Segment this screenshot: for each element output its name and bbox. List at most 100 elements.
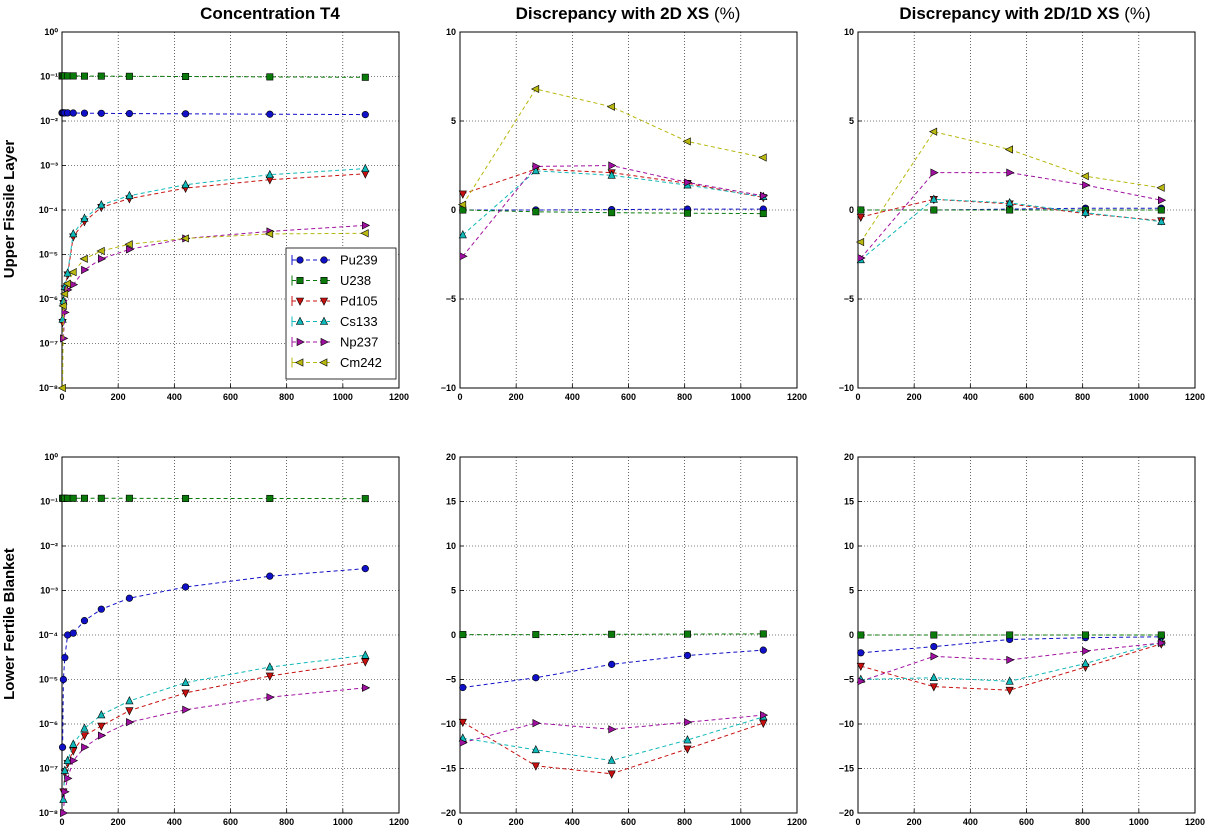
panel-upper-concentration: 0 200 400 600 800 1000 1200 10⁻⁸ 10⁻⁷ 10⁻⁶ 10⁻⁵ 10⁻… bbox=[39, 27, 409, 402]
data-point-pd105 bbox=[458, 718, 467, 728]
data-point-cs133 bbox=[80, 213, 89, 222]
data-point-u238 bbox=[857, 631, 865, 639]
data-point-cm242 bbox=[57, 383, 66, 393]
legend-marker-u238 bbox=[320, 276, 328, 284]
series-line-pd105 bbox=[860, 643, 1162, 691]
column-title-2d-unit: (%) bbox=[713, 4, 741, 23]
data-point-np237 bbox=[759, 191, 769, 200]
panel-upper-2d: 0 200 400 600 800 1000 1200 −10 −5 0 5 10 bbox=[441, 27, 807, 402]
x-tick-label: 800 bbox=[279, 817, 294, 827]
data-point-np237 bbox=[1082, 180, 1091, 190]
x-tick-label: 1000 bbox=[333, 392, 353, 402]
data-point-cs133 bbox=[265, 169, 274, 179]
data-point-cm242 bbox=[79, 254, 88, 263]
data-point-cs133 bbox=[531, 744, 540, 754]
legend-label-pu239: Pu239 bbox=[340, 253, 378, 268]
data-point-pd105 bbox=[97, 722, 106, 731]
y-tick-label: 15 bbox=[844, 497, 854, 507]
data-point-u238 bbox=[69, 72, 77, 80]
y-tick-label: 10⁻⁷ bbox=[40, 764, 59, 774]
data-point-cs133 bbox=[1005, 198, 1014, 207]
data-point-pu239 bbox=[930, 642, 938, 651]
x-tick-label: 1200 bbox=[1185, 817, 1205, 827]
data-point-pu239 bbox=[459, 683, 467, 692]
column-title-2d-discrepancy: Discrepancy with 2D XS (%) bbox=[438, 4, 818, 32]
y-tick-label: 0 bbox=[451, 630, 456, 640]
x-tick-label: 200 bbox=[111, 817, 126, 827]
y-tick-label: 20 bbox=[446, 452, 456, 462]
series-line-np237 bbox=[62, 687, 366, 814]
data-point-pd105 bbox=[458, 190, 467, 199]
data-point-u238 bbox=[857, 206, 865, 214]
legend-label-cm242: Cm242 bbox=[340, 355, 382, 370]
data-point-cm242 bbox=[855, 237, 865, 247]
data-point-cm242 bbox=[1004, 145, 1013, 154]
y-tick-label: −20 bbox=[441, 808, 456, 818]
x-tick-label: 1000 bbox=[731, 392, 751, 402]
legend-label-cs133: Cs133 bbox=[340, 314, 378, 329]
data-point-cs133 bbox=[181, 179, 190, 189]
data-point-u238 bbox=[1157, 631, 1165, 639]
y-tick-label: −5 bbox=[844, 675, 854, 685]
data-point-np237 bbox=[532, 162, 541, 171]
data-point-np237 bbox=[459, 252, 468, 261]
data-point-u238 bbox=[759, 630, 767, 638]
data-point-cm242 bbox=[928, 127, 938, 136]
series-group bbox=[856, 631, 1167, 696]
data-point-cm242 bbox=[62, 279, 71, 288]
y-tick-label: 5 bbox=[849, 586, 854, 596]
data-point-np237 bbox=[684, 178, 693, 187]
x-tick-label: 0 bbox=[59, 392, 64, 402]
series-line-pd105 bbox=[860, 198, 1162, 222]
data-point-pu239 bbox=[69, 109, 77, 117]
data-point-cs133 bbox=[1081, 207, 1090, 216]
data-point-u238 bbox=[182, 73, 190, 81]
data-point-cm242 bbox=[1156, 183, 1165, 192]
data-point-np237 bbox=[64, 774, 73, 783]
y-tick-label: 10⁰ bbox=[44, 452, 58, 462]
data-point-pd105 bbox=[361, 658, 370, 667]
x-tick-label: 200 bbox=[509, 392, 524, 402]
data-point-np237 bbox=[857, 677, 866, 686]
legend-label-u238: U238 bbox=[340, 273, 371, 288]
legend-marker-cs133 bbox=[319, 316, 329, 325]
data-point-np237 bbox=[608, 161, 617, 170]
series-line-cs133 bbox=[462, 170, 764, 236]
data-point-u238 bbox=[80, 72, 88, 80]
legend-marker-cm242 bbox=[319, 358, 328, 367]
data-point-cs133 bbox=[97, 200, 106, 209]
y-tick-label: 10⁻⁵ bbox=[39, 250, 58, 260]
y-tick-label: 10 bbox=[844, 541, 854, 551]
data-point-pu239 bbox=[80, 617, 89, 625]
data-point-cm242 bbox=[606, 102, 615, 111]
column-title-2d-text: Discrepancy with 2D XS bbox=[515, 4, 710, 23]
data-point-pd105 bbox=[929, 683, 938, 692]
y-tick-label: 10 bbox=[446, 27, 456, 37]
legend-box bbox=[285, 247, 397, 380]
data-point-u238 bbox=[125, 494, 133, 502]
y-tick-label: 15 bbox=[446, 497, 456, 507]
data-point-np237 bbox=[1006, 655, 1015, 665]
y-tick-label: 10⁻⁶ bbox=[39, 294, 58, 304]
y-tick-label: 0 bbox=[849, 205, 854, 215]
x-tick-label: 1200 bbox=[389, 392, 409, 402]
data-point-pd105 bbox=[80, 732, 89, 741]
data-point-cs133 bbox=[63, 755, 72, 764]
x-tick-label: 1200 bbox=[787, 817, 807, 827]
x-tick-label: 600 bbox=[1019, 392, 1034, 402]
x-tick-label: 800 bbox=[677, 392, 692, 402]
data-point-pu239 bbox=[125, 109, 133, 118]
data-point-pd105 bbox=[856, 662, 865, 672]
data-point-pd105 bbox=[856, 213, 865, 222]
legend-label-pd105: Pd105 bbox=[340, 294, 378, 309]
y-tick-label: 10 bbox=[446, 541, 456, 551]
x-tick-label: 800 bbox=[1075, 392, 1090, 402]
series-group bbox=[855, 127, 1167, 264]
data-point-pu239 bbox=[266, 110, 274, 118]
y-tick-label: −5 bbox=[446, 294, 456, 304]
y-tick-label: 10⁻³ bbox=[40, 161, 58, 171]
data-point-pu239 bbox=[97, 109, 105, 117]
data-point-cs133 bbox=[125, 696, 134, 705]
data-point-u238 bbox=[80, 494, 88, 502]
